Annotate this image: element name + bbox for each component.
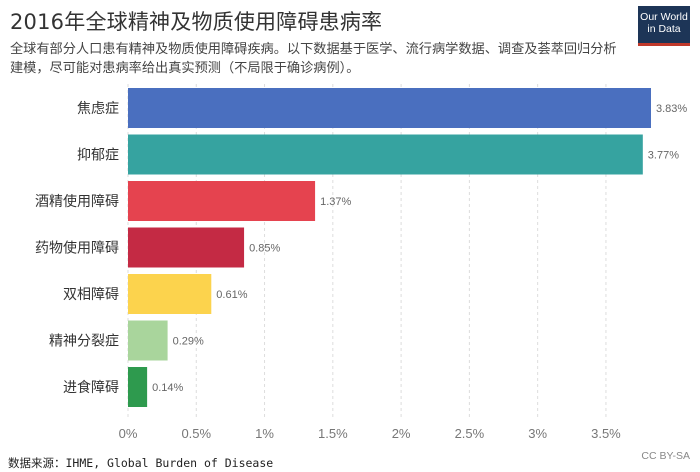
category-label: 抑郁症 (77, 148, 119, 164)
value-label: 3.77% (648, 150, 679, 162)
x-tick-label: 3.5% (591, 426, 621, 441)
bar (128, 134, 643, 175)
x-tick-label: 3% (528, 426, 547, 441)
logo-line-1: Our World (640, 11, 688, 23)
logo-line-2: in Data (647, 23, 681, 35)
x-tick-label: 2% (392, 426, 411, 441)
category-label: 双相障碍 (63, 287, 119, 303)
x-tick-label: 0% (119, 426, 138, 441)
bar (128, 88, 651, 128)
owid-logo[interactable]: Our World in Data (638, 6, 690, 46)
category-label: 药物使用障碍 (35, 240, 119, 257)
value-label: 0.14% (152, 382, 183, 394)
page-title: 2016年全球精神及物质使用障碍患病率 (10, 10, 383, 34)
x-tick-label: 2.5% (455, 426, 485, 441)
x-tick-label: 1% (255, 426, 274, 441)
category-label: 精神分裂症 (49, 334, 119, 350)
value-label: 0.61% (216, 289, 247, 301)
bar (128, 320, 168, 361)
category-label: 焦虑症 (77, 101, 119, 117)
value-label: 3.83% (656, 103, 687, 115)
bar (128, 227, 245, 268)
value-label: 0.29% (173, 336, 204, 348)
license-label[interactable]: CC BY-SA (641, 450, 690, 462)
data-source: 数据来源：IHME, Global Burden of Disease (8, 456, 274, 470)
value-label: 0.85% (249, 243, 280, 255)
bar (128, 181, 316, 221)
x-tick-label: 0.5% (181, 426, 211, 441)
page-subtitle: 全球有部分人口患有精神及物质使用障碍疾病。以下数据基于医学、流行病学数据、调查及… (10, 42, 617, 76)
value-label: 1.37% (320, 196, 351, 208)
x-tick-label: 1.5% (318, 426, 348, 441)
bar (128, 367, 148, 407)
bar (128, 274, 212, 314)
category-label: 酒精使用障碍 (35, 193, 119, 210)
category-label: 进食障碍 (63, 379, 119, 396)
